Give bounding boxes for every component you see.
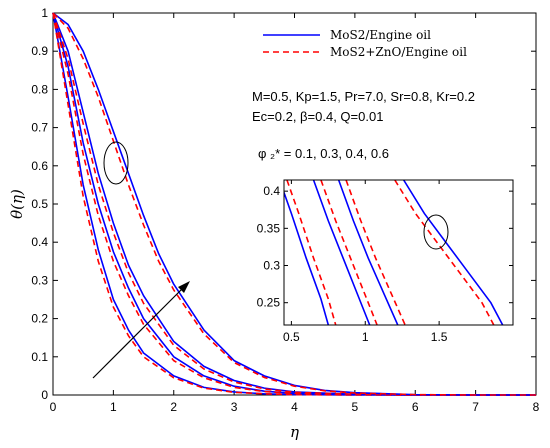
x-tick-label: 0 <box>50 400 57 414</box>
y-tick-label: 0.2 <box>31 312 48 326</box>
inset-x-tick-label: 1 <box>362 330 369 344</box>
series-line-hybrid-phi-0_1 <box>52 12 536 396</box>
trend-arrow-head <box>178 281 190 293</box>
x-tick-label: 6 <box>412 400 419 414</box>
inset-y-tick-label: 0.4 <box>263 184 280 198</box>
y-tick-label: 0.8 <box>31 82 48 96</box>
annotations: φ ₂* = 0.1, 0.3, 0.4, 0.6 <box>92 141 389 379</box>
inset-x-tick-label: 1.5 <box>431 330 448 344</box>
x-tick-label: 3 <box>231 400 238 414</box>
inset-series-line-mono <box>337 180 399 325</box>
inset-series-line-hybrid <box>394 180 495 325</box>
inset-series-line-mono <box>402 180 504 325</box>
y-tick-label: 0.9 <box>31 44 48 58</box>
inset-plot: 0.5 1 1.5 0.25 0.3 0.35 0.4 <box>257 179 514 344</box>
y-tick-label: 0.5 <box>31 197 48 211</box>
parameter-line: M=0.5, Kp=1.5, Pr=7.0, Sr=0.8, Kr=0.2 <box>252 89 475 104</box>
series-line-mono-phi-0_4 <box>52 12 536 396</box>
inset-y-tick-label: 0.3 <box>263 259 280 273</box>
inset-series-line-hybrid <box>345 180 406 325</box>
inset-x-tick-label: 0.5 <box>283 330 300 344</box>
x-tick-label: 7 <box>472 400 479 414</box>
x-tick-label: 4 <box>291 400 298 414</box>
inset-series-line-hybrid <box>320 180 378 325</box>
trend-arrow-line <box>92 287 184 379</box>
series-line-hybrid-phi-0_6 <box>52 12 536 396</box>
y-tick-label: 0.6 <box>31 159 48 173</box>
x-axis-label: η <box>290 423 299 441</box>
highlight-ellipse <box>103 141 129 185</box>
x-tick-label: 8 <box>533 400 540 414</box>
inset-frame <box>283 179 514 326</box>
legend: MoS2/Engine oil MoS2+ZnO/Engine oil <box>263 28 467 59</box>
parameters-text: M=0.5, Kp=1.5, Pr=7.0, Sr=0.8, Kr=0.2 Ec=… <box>252 89 475 124</box>
inset-series-line-mono <box>312 180 371 325</box>
series-line-hybrid-phi-0_4 <box>52 12 536 396</box>
inset-y-tick-label: 0.35 <box>257 221 281 235</box>
y-tick-label: 0 <box>41 388 48 402</box>
x-tick-label: 1 <box>110 400 117 414</box>
y-axis-label: θ(η) <box>8 189 26 219</box>
inset-series-line-mono <box>284 190 330 325</box>
x-tick-label: 2 <box>170 400 177 414</box>
legend-label: MoS2/Engine oil <box>330 28 431 42</box>
y-tick-label: 1 <box>41 6 48 20</box>
y-tick-label: 0.7 <box>31 121 48 135</box>
inset-highlight-ellipse <box>423 214 449 250</box>
inset-background <box>284 180 513 325</box>
inset-series <box>284 180 504 325</box>
inset-series-line-hybrid <box>286 180 337 325</box>
x-tick-label: 5 <box>352 400 359 414</box>
phi-label: φ ₂* = 0.1, 0.3, 0.4, 0.6 <box>258 146 389 161</box>
legend-label: MoS2+ZnO/Engine oil <box>330 45 467 59</box>
y-tick-label: 0.1 <box>31 350 48 364</box>
y-tick-label: 0.3 <box>31 273 48 287</box>
parameter-line: Ec=0.2, β=0.4, Q=0.01 <box>252 109 383 124</box>
y-tick-label: 0.4 <box>31 235 48 249</box>
main-series <box>52 12 536 396</box>
inset-y-tick-label: 0.25 <box>257 296 281 310</box>
